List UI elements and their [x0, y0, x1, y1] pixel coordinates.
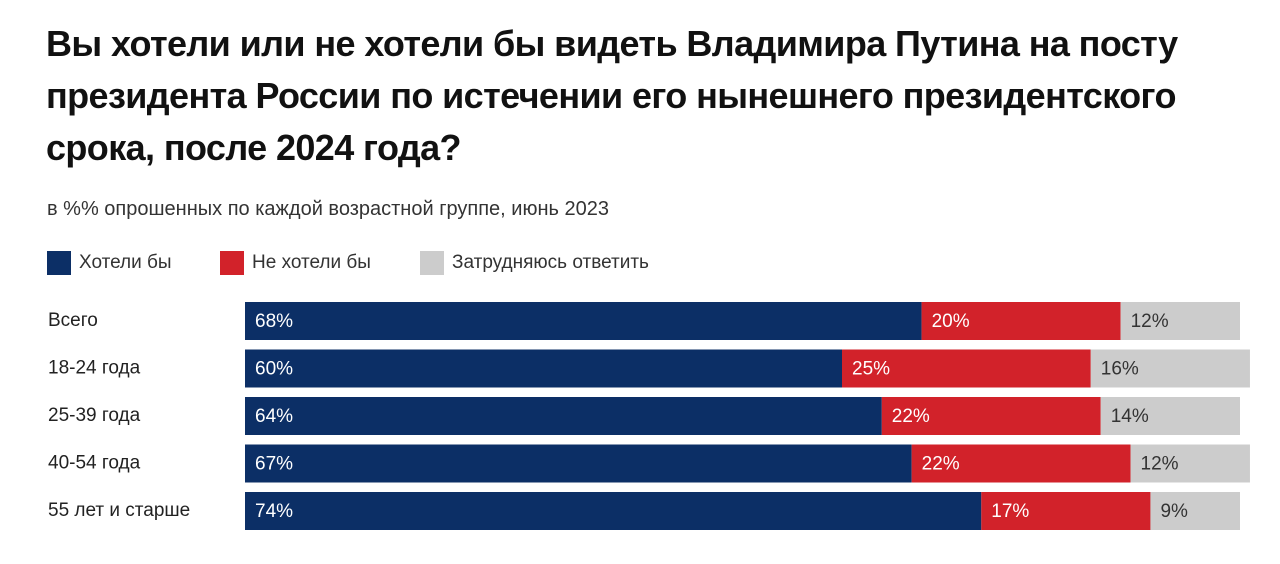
- chart-subtitle: в %% опрошенных по каждой возрастной гру…: [47, 198, 609, 220]
- data-label: 67%: [255, 454, 293, 475]
- data-label: 22%: [922, 454, 960, 475]
- data-label: 12%: [1141, 454, 1179, 475]
- y-tick-label: 25-39 года: [48, 405, 141, 426]
- data-label: 22%: [892, 406, 930, 427]
- data-label: 68%: [255, 311, 293, 332]
- legend-swatch: [220, 251, 244, 275]
- y-tick-label: 40-54 года: [48, 453, 141, 474]
- bar-segment: [1090, 349, 1250, 388]
- y-tick-label: Всего: [48, 310, 98, 331]
- bar-segment: [245, 444, 912, 483]
- legend-label: Не хотели бы: [252, 252, 371, 273]
- data-label: 60%: [255, 359, 293, 380]
- y-tick-label: 18-24 года: [48, 358, 141, 379]
- bar-segment: [245, 302, 922, 340]
- bar-segment: [921, 302, 1121, 340]
- data-label: 74%: [255, 501, 293, 522]
- data-label: 64%: [255, 406, 293, 427]
- bar-segment: [981, 492, 1151, 530]
- legend-label: Затрудняюсь ответить: [452, 252, 649, 273]
- bar-segment: [245, 492, 982, 530]
- bar-segment: [1130, 444, 1250, 483]
- bar-segment: [1100, 397, 1240, 435]
- bar-segment: [842, 349, 1091, 388]
- bar-segment: [1120, 302, 1240, 340]
- legend-label: Хотели бы: [79, 252, 172, 273]
- bar-segment: [245, 397, 882, 435]
- data-label: 12%: [1131, 311, 1169, 332]
- bar-segment: [1150, 492, 1240, 530]
- data-label: 16%: [1101, 359, 1139, 380]
- data-label: 14%: [1111, 406, 1149, 427]
- legend-swatch: [420, 251, 444, 275]
- bar-segment: [911, 444, 1131, 483]
- data-label: 25%: [852, 359, 890, 380]
- chart-title: Вы хотели или не хотели бы видеть Владим…: [46, 23, 1178, 168]
- legend-swatch: [47, 251, 71, 275]
- data-label: 9%: [1160, 501, 1188, 522]
- data-label: 20%: [932, 311, 970, 332]
- bar-segment: [245, 349, 842, 388]
- y-tick-label: 55 лет и старше: [48, 500, 190, 521]
- bar-segment: [881, 397, 1101, 435]
- data-label: 17%: [991, 501, 1029, 522]
